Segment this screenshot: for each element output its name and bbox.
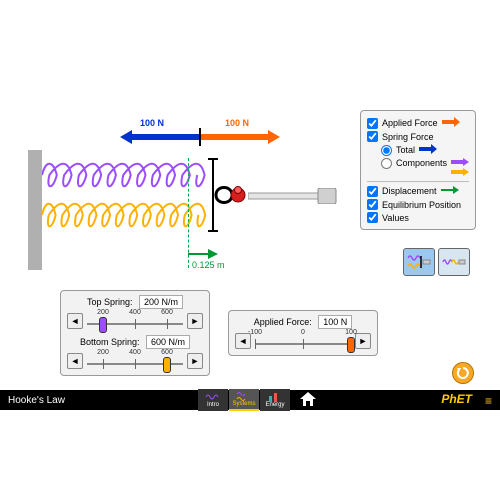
- spring-force-check-row: Spring Force: [367, 131, 469, 142]
- bottom-spring-slider[interactable]: 200400600: [87, 351, 183, 371]
- applied-force-slider[interactable]: -1000100: [255, 331, 351, 351]
- menu-button[interactable]: ≡: [485, 394, 492, 408]
- slider-knob[interactable]: [163, 357, 171, 373]
- control-panel: Applied Force Spring Force Total Compone…: [360, 110, 476, 230]
- displacement-icon: [441, 185, 459, 197]
- parallel-system-button[interactable]: [403, 248, 435, 276]
- applied-force-panel: Applied Force: 100 N ◄ -1000100 ►: [228, 310, 378, 356]
- bottom-spring: [42, 200, 212, 230]
- reset-button[interactable]: [452, 362, 474, 384]
- total-radio[interactable]: [381, 145, 392, 156]
- bottom-bar: Hooke's Law Intro Systems Energy PhET ≡: [0, 390, 500, 410]
- simulation-stage: 100 N 100 N 0.125 m Applied Force Spring…: [0, 100, 500, 400]
- components-radio-row: Components: [381, 158, 469, 178]
- tab-energy[interactable]: Energy: [260, 389, 290, 411]
- total-icon: [419, 144, 437, 156]
- displacement-check-label: Displacement: [382, 186, 437, 196]
- applied-force-arrow: [200, 130, 280, 144]
- values-check-label: Values: [382, 213, 409, 223]
- values-check-row: Values: [367, 212, 469, 223]
- force-origin-tick: [199, 128, 201, 146]
- total-radio-row: Total: [381, 144, 469, 156]
- values-checkbox[interactable]: [367, 212, 378, 223]
- top-spring: [42, 160, 212, 190]
- coupling-bar-top: [208, 158, 218, 160]
- top-spring-title: Top Spring: 200 N/m: [67, 295, 203, 309]
- top-spring-increment[interactable]: ►: [187, 313, 203, 329]
- bottom-spring-title: Bottom Spring: 600 N/m: [67, 335, 203, 349]
- applied-force-check-label: Applied Force: [382, 118, 438, 128]
- equilibrium-check-row: Equilibrium Position: [367, 199, 469, 210]
- tab-systems[interactable]: Systems: [229, 389, 259, 411]
- applied-force-value: 100 N: [318, 315, 352, 329]
- applied-force-check-row: Applied Force: [367, 117, 469, 129]
- sim-title: Hooke's Law: [8, 395, 65, 406]
- bottom-spring-increment[interactable]: ►: [187, 353, 203, 369]
- components-radio[interactable]: [381, 158, 392, 169]
- slider-knob[interactable]: [347, 337, 355, 353]
- tab-intro[interactable]: Intro: [198, 389, 228, 411]
- components-radio-label: Components: [396, 158, 447, 168]
- total-radio-label: Total: [396, 145, 415, 155]
- nav-tabs: Intro Systems Energy: [198, 389, 290, 411]
- applied-force-increment[interactable]: ►: [355, 333, 371, 349]
- spring-constants-panel: Top Spring: 200 N/m ◄ 200400600 ► Bottom…: [60, 290, 210, 376]
- top-spring-value: 200 N/m: [139, 295, 183, 309]
- displacement-label: 0.125 m: [192, 260, 225, 270]
- displacement-checkbox[interactable]: [367, 186, 378, 197]
- wall: [28, 150, 42, 270]
- spring-force-check-label: Spring Force: [382, 132, 434, 142]
- equilibrium-checkbox[interactable]: [367, 199, 378, 210]
- applied-force-title: Applied Force: 100 N: [235, 315, 371, 329]
- piston[interactable]: [248, 188, 338, 204]
- displacement-arrow: [188, 248, 218, 260]
- components-icon: [451, 158, 469, 178]
- bottom-spring-decrement[interactable]: ◄: [67, 353, 83, 369]
- spring-force-label: 100 N: [140, 118, 164, 128]
- gripper[interactable]: [214, 182, 250, 208]
- top-spring-decrement[interactable]: ◄: [67, 313, 83, 329]
- series-system-button[interactable]: [438, 248, 470, 276]
- bottom-spring-value: 600 N/m: [146, 335, 190, 349]
- phet-logo[interactable]: PhET: [441, 392, 472, 406]
- applied-force-label: 100 N: [225, 118, 249, 128]
- spring-force-checkbox[interactable]: [367, 131, 378, 142]
- system-selector: [403, 248, 470, 276]
- slider-knob[interactable]: [99, 317, 107, 333]
- spring-force-arrow: [120, 130, 200, 144]
- displacement-check-row: Displacement: [367, 185, 469, 197]
- applied-force-icon: [442, 117, 460, 129]
- coupling-bar-bottom: [208, 230, 218, 232]
- home-button[interactable]: [300, 392, 316, 409]
- top-spring-slider[interactable]: 200400600: [87, 311, 183, 331]
- applied-force-checkbox[interactable]: [367, 118, 378, 129]
- equilibrium-check-label: Equilibrium Position: [382, 200, 461, 210]
